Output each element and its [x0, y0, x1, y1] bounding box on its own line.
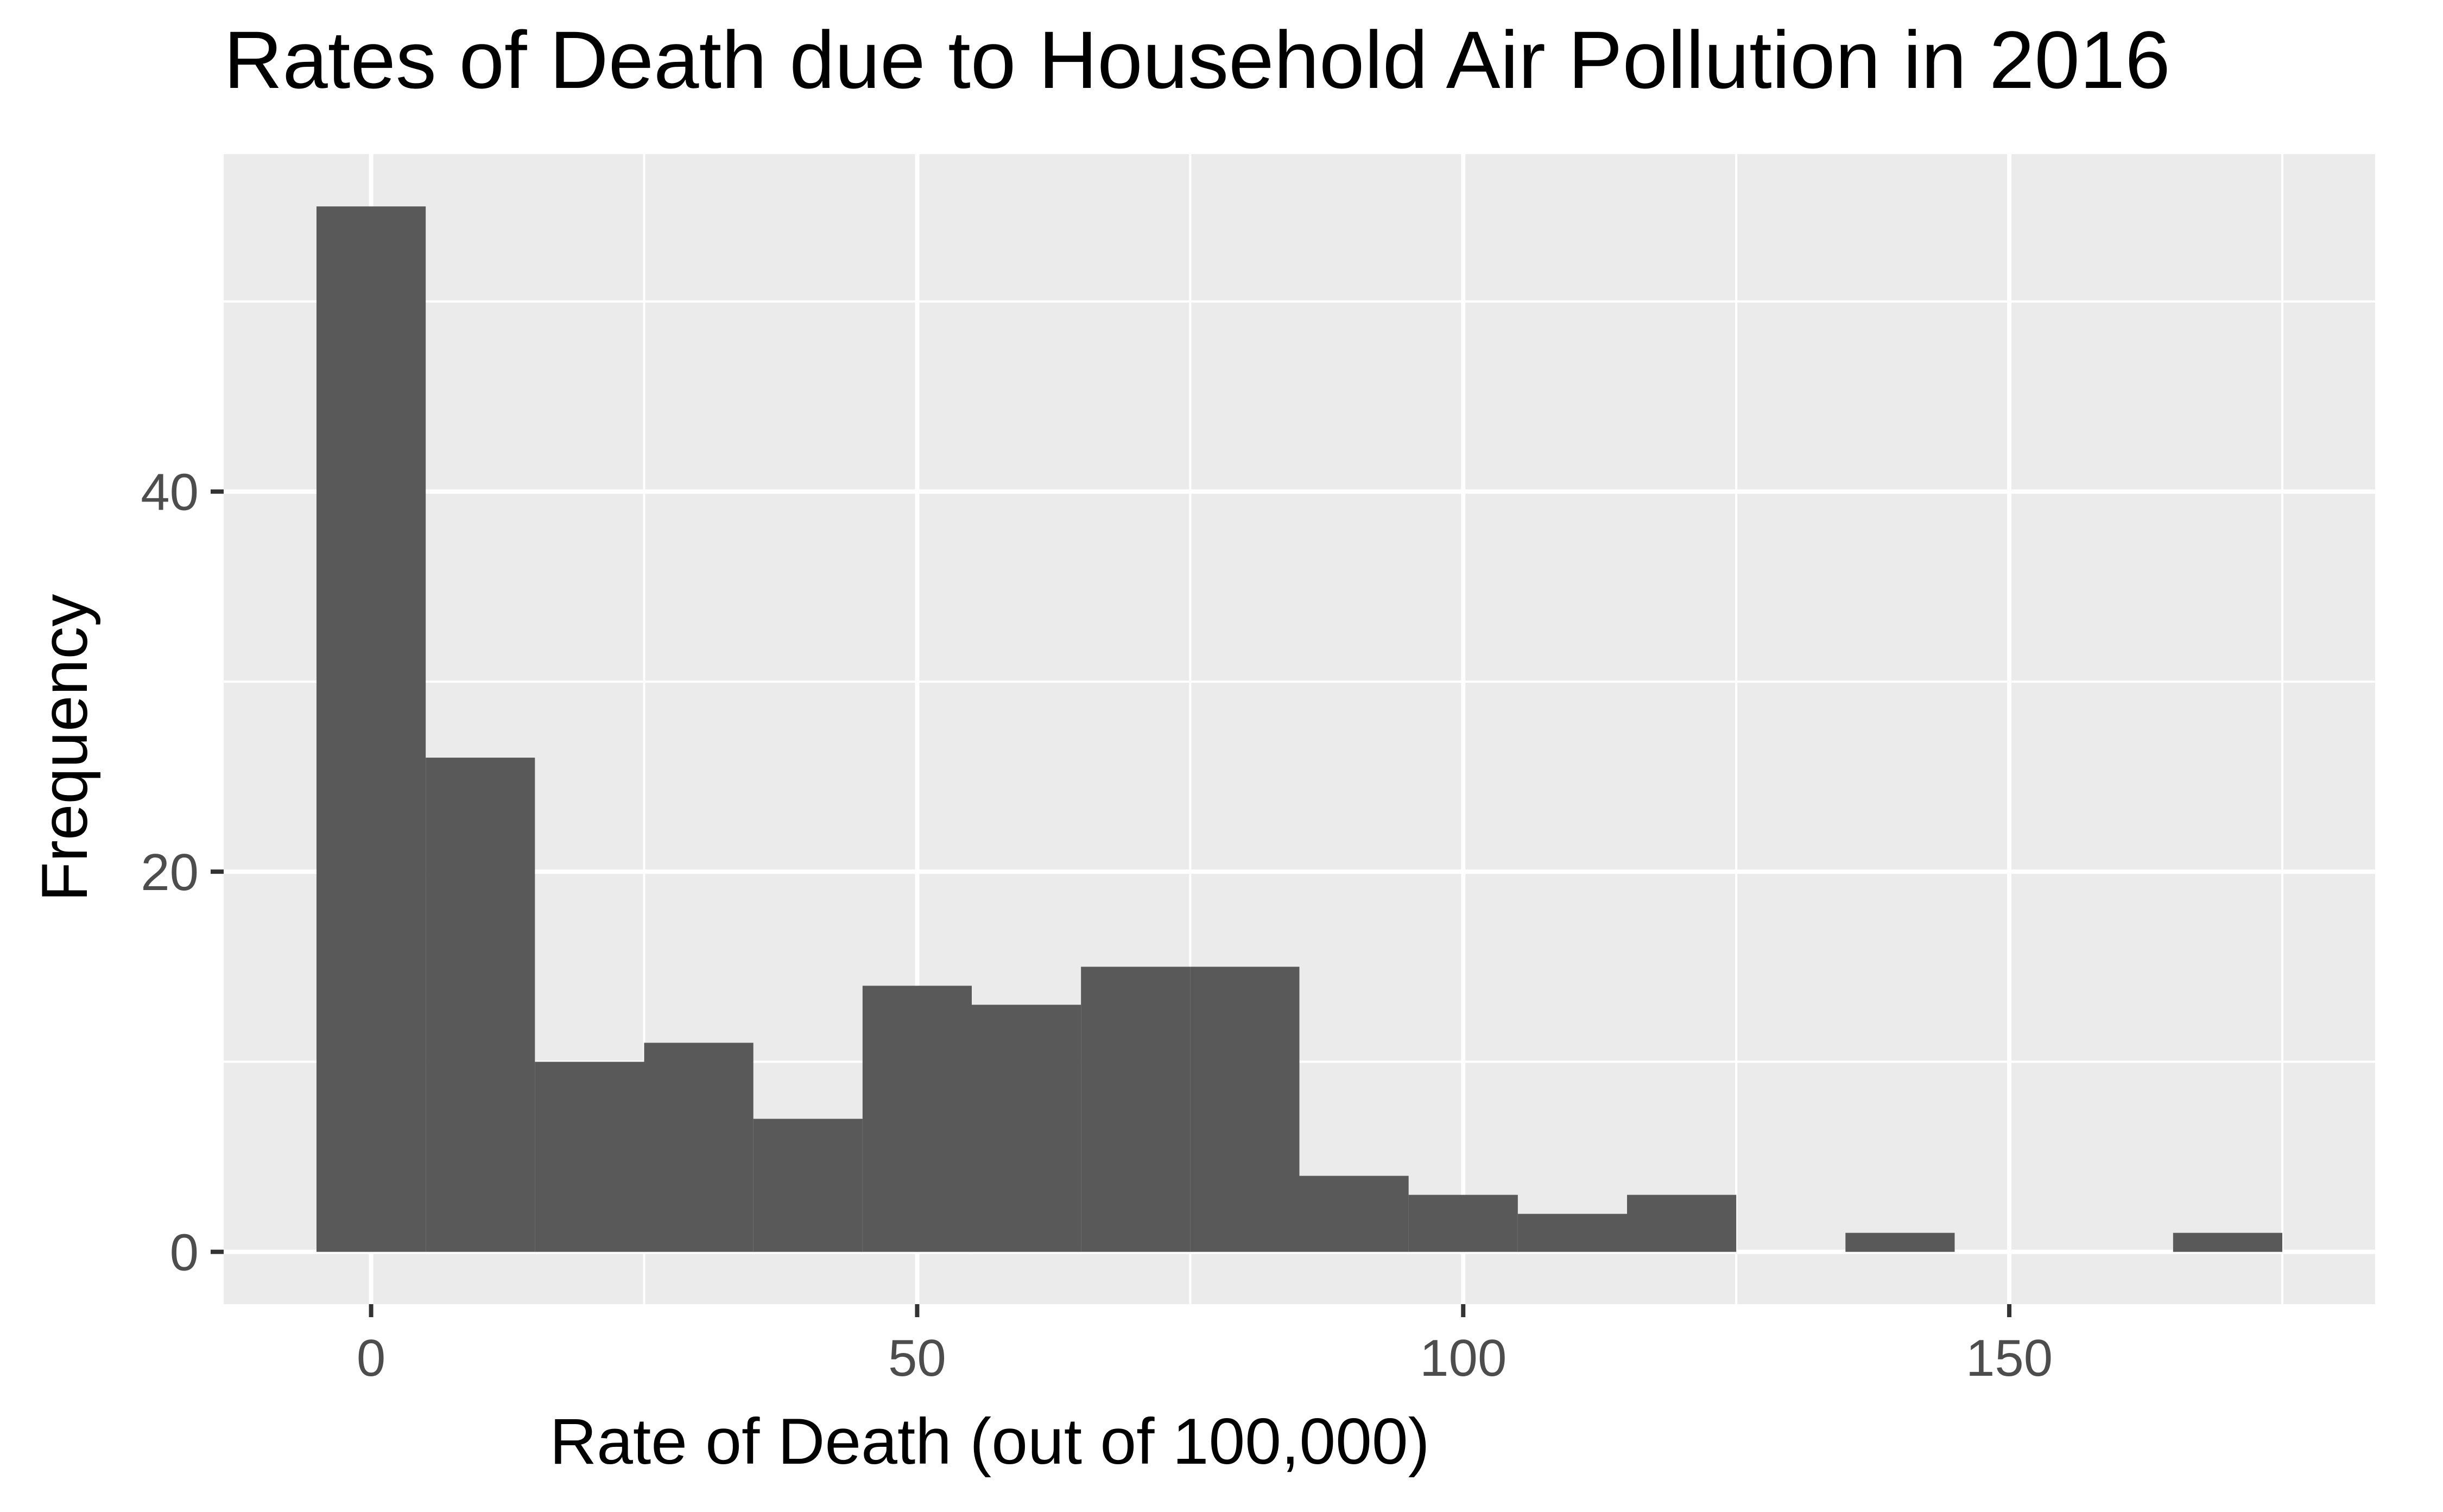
histogram-bar	[2173, 1233, 2283, 1252]
histogram-bar	[426, 758, 535, 1252]
y-axis-title: Frequency	[28, 594, 101, 902]
histogram-bar	[1190, 967, 1300, 1252]
x-tick-label: 100	[1420, 1329, 1507, 1387]
histogram-bar	[1299, 1176, 1409, 1252]
histogram-bar	[316, 206, 426, 1252]
y-axis: 0 20 40	[141, 463, 224, 1282]
histogram-bars	[316, 206, 2283, 1252]
y-tick-label: 40	[141, 463, 199, 522]
y-tick-label: 20	[141, 843, 199, 901]
y-tick-label: 0	[170, 1224, 199, 1282]
histogram-bar	[1517, 1214, 1628, 1252]
chart-title: Rates of Death due to Household Air Poll…	[224, 14, 2170, 105]
x-axis-title: Rate of Death (out of 100,000)	[549, 1405, 1429, 1478]
x-tick-label: 50	[888, 1329, 946, 1387]
histogram-bar	[971, 1005, 1081, 1252]
x-tick-label: 0	[357, 1329, 385, 1387]
histogram-bar	[644, 1043, 754, 1252]
histogram-bar	[753, 1119, 863, 1252]
x-axis: 0 50 100 150	[357, 1304, 2053, 1387]
histogram-bar	[1627, 1195, 1737, 1252]
histogram-bar	[1081, 967, 1191, 1252]
histogram-bar	[1845, 1233, 1955, 1252]
x-tick-label: 150	[1966, 1329, 2053, 1387]
histogram-bar	[862, 986, 972, 1252]
histogram-bar	[1408, 1195, 1518, 1252]
histogram-bar	[535, 1062, 644, 1252]
